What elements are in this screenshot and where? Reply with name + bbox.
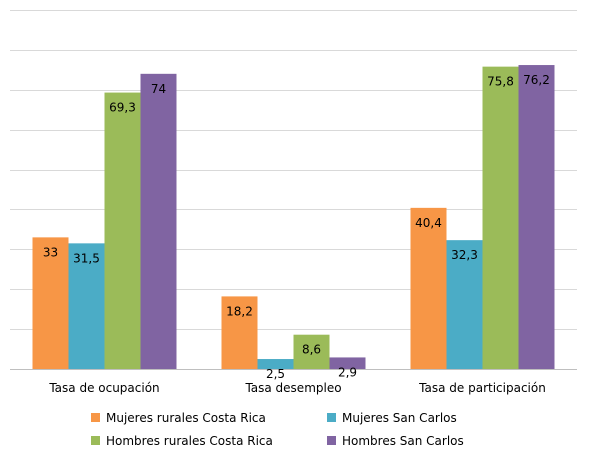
bar: [68, 243, 105, 369]
bar: [257, 359, 294, 369]
legend-label: Mujeres rurales Costa Rica: [106, 411, 266, 425]
data-label: 18,2: [226, 304, 253, 318]
bars: [32, 65, 555, 370]
data-label: 76,2: [523, 73, 550, 87]
data-label: 40,4: [415, 216, 442, 230]
legend-swatch: [327, 436, 336, 445]
bar: [32, 237, 69, 369]
data-label: 31,5: [73, 251, 100, 265]
bar: [329, 357, 366, 369]
x-tick-label: Tasa de participación: [418, 381, 546, 395]
legend-swatch: [91, 436, 100, 445]
data-label: 74: [151, 82, 166, 96]
bar: [140, 73, 177, 370]
legend-label: Hombres San Carlos: [342, 434, 464, 448]
bar: [518, 65, 555, 370]
bar: [410, 207, 447, 369]
legend-label: Hombres rurales Costa Rica: [106, 434, 273, 448]
bar: [293, 334, 330, 369]
data-label: 33: [43, 245, 58, 259]
legend-swatch: [91, 413, 100, 422]
data-label: 75,8: [487, 75, 514, 89]
bar: [221, 296, 258, 369]
legend: Mujeres rurales Costa Rica Mujeres San Ca…: [91, 411, 464, 448]
data-label: 32,3: [451, 248, 478, 262]
data-label: 69,3: [109, 101, 136, 115]
legend-swatch: [327, 413, 336, 422]
bar: [446, 240, 483, 369]
data-label: 2,5: [266, 367, 285, 381]
data-label: 2,9: [338, 365, 357, 379]
legend-label: Mujeres San Carlos: [342, 411, 457, 425]
bar: [104, 92, 141, 369]
x-axis-tick-labels: Tasa de ocupación Tasa desempleo Tasa de p…: [48, 381, 545, 395]
bar: [482, 66, 519, 370]
x-tick-label: Tasa de ocupación: [48, 381, 159, 395]
data-label: 8,6: [302, 343, 321, 357]
data-labels: 33 31,5 69,3 74 18,2 2,5 8,6 2,9 40,4 32,3 75,8 76,…: [43, 73, 550, 381]
x-tick-label: Tasa desempleo: [244, 381, 341, 395]
